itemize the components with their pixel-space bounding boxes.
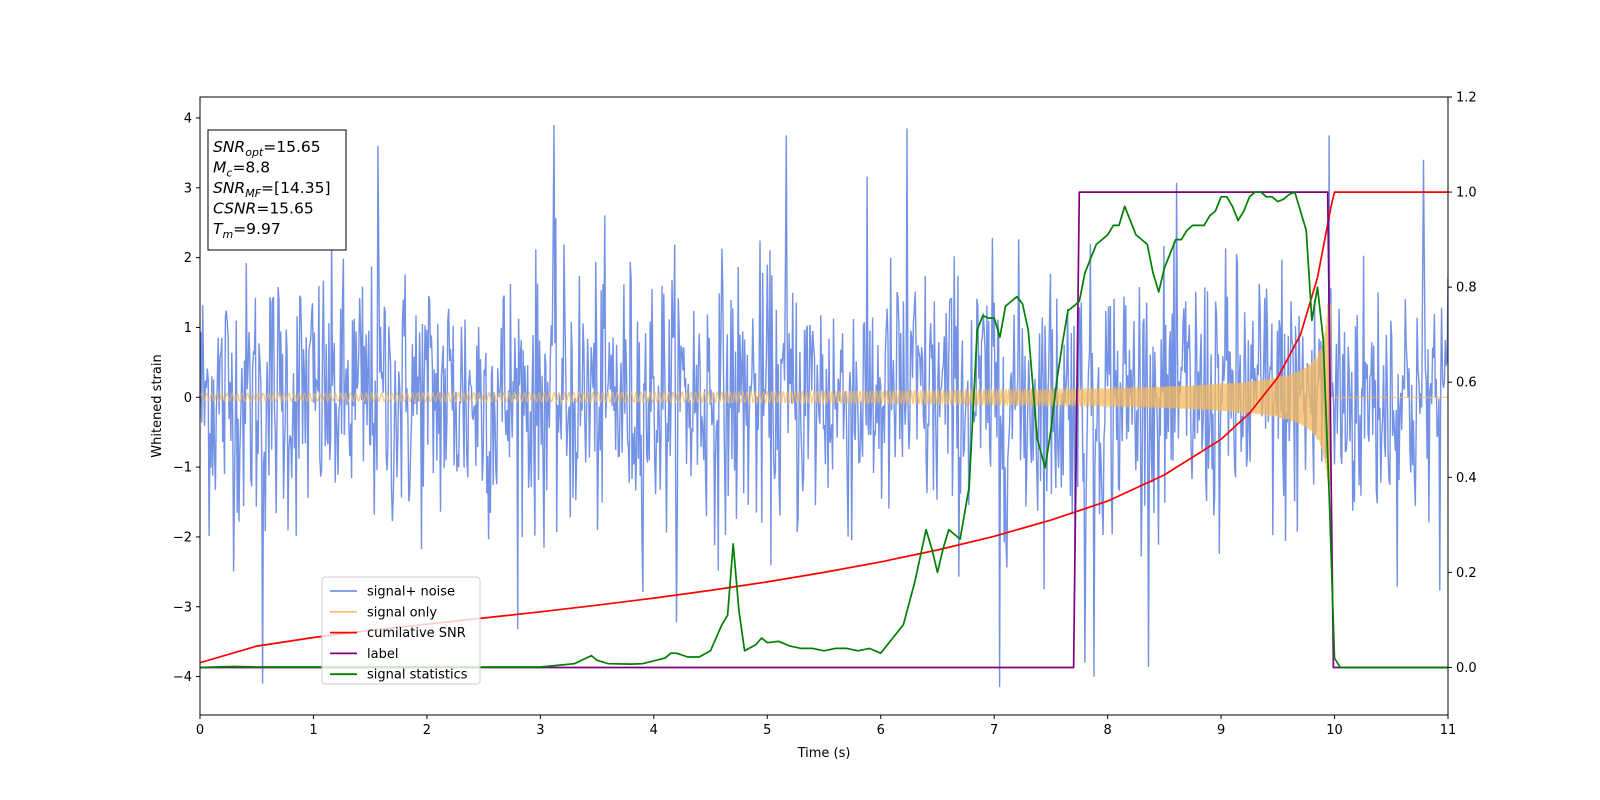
y-tick-label: 2 xyxy=(184,251,192,266)
annotation-frame xyxy=(207,129,347,251)
annotation-subscript: opt xyxy=(245,146,264,159)
y2-tick-label: 1.2 xyxy=(1456,91,1477,106)
legend-label: cumilative SNR xyxy=(367,626,466,641)
x-tick-label: 0 xyxy=(196,723,204,738)
x-tick-label: 9 xyxy=(1217,723,1225,738)
x-tick-label: 6 xyxy=(877,723,885,738)
y2-tick-label: 0.4 xyxy=(1456,471,1477,486)
series-signal-plus-noise xyxy=(200,124,1448,688)
legend: signal+ noise signal only cumilative SNR la… xyxy=(321,576,481,685)
legend-frame xyxy=(321,576,481,685)
x-tick-label: 4 xyxy=(650,723,658,738)
annotation-value: =15.65 xyxy=(256,200,313,218)
legend-label: label xyxy=(367,647,398,662)
series-signal-only xyxy=(200,303,1448,488)
series-signal-statistics xyxy=(200,191,1448,669)
y-axis-label: Whitened strain xyxy=(150,354,165,457)
annotation-line: CSNR=15.65 xyxy=(213,200,314,218)
y-tick-label: 4 xyxy=(184,111,192,126)
y-tick-label: 0 xyxy=(184,391,192,406)
y-tick-label: 1 xyxy=(184,321,192,336)
annotation-line: SNRMF=[14.35] xyxy=(213,179,331,200)
x-tick-label: 8 xyxy=(1103,723,1111,738)
x-tick-label: 2 xyxy=(423,723,431,738)
y-tick-label: −1 xyxy=(173,461,192,476)
annotation-symbol: SNR xyxy=(213,179,245,197)
x-axis-label: Time (s) xyxy=(797,746,851,761)
y-tick-label: −3 xyxy=(173,600,192,615)
annotation-subscript: MF xyxy=(245,187,261,200)
annotation-line: SNRopt=15.65 xyxy=(213,138,321,159)
annotation-subscript: c xyxy=(226,167,232,180)
axes-layer: 0 1 2 3 4 5 6 7 8 9 10 11 −4 −3 −2 −1 0 1 2 3 4 0.0 0.2 0.4 0.6 0… xyxy=(173,91,1477,739)
series-layer xyxy=(200,124,1448,688)
annotation-subscript: m xyxy=(222,228,233,241)
x-tick-label: 7 xyxy=(990,723,998,738)
legend-label: signal only xyxy=(367,605,437,620)
x-tick-label: 1 xyxy=(309,723,317,738)
plot-frame xyxy=(199,96,1449,716)
annotation-value: =8.8 xyxy=(232,159,270,177)
annotation-value: =[14.35] xyxy=(261,179,330,197)
y2-tick-label: 0.6 xyxy=(1456,376,1477,391)
annotation-line: Tm=9.97 xyxy=(213,220,281,241)
x-tick-label: 10 xyxy=(1326,723,1343,738)
y-tick-label: 3 xyxy=(184,181,192,196)
y2-tick-label: 0.2 xyxy=(1456,566,1477,581)
annotation-value: =15.65 xyxy=(263,138,320,156)
annotation-line: Mc=8.8 xyxy=(213,159,270,180)
x-tick-label: 5 xyxy=(763,723,771,738)
y-tick-label: −2 xyxy=(173,530,192,545)
legend-label: signal+ noise xyxy=(367,585,455,600)
y2-tick-label: 0.8 xyxy=(1456,281,1477,296)
annotation-symbol: M xyxy=(213,159,226,177)
metrics-annotation: SNRopt=15.65Mc=8.8SNRMF=[14.35]CSNR=15.6… xyxy=(207,129,347,251)
x-tick-label: 11 xyxy=(1440,723,1457,738)
annotation-symbol: SNR xyxy=(213,138,245,156)
y2-tick-label: 1.0 xyxy=(1456,186,1477,201)
y2-tick-label: 0.0 xyxy=(1456,661,1477,676)
y-tick-label: −4 xyxy=(173,670,192,685)
annotation-symbol: T xyxy=(213,220,224,238)
x-tick-label: 3 xyxy=(536,723,544,738)
annotation-value: =9.97 xyxy=(233,220,281,238)
annotation-symbol: CSNR xyxy=(213,200,256,218)
legend-label: signal statistics xyxy=(367,668,468,683)
